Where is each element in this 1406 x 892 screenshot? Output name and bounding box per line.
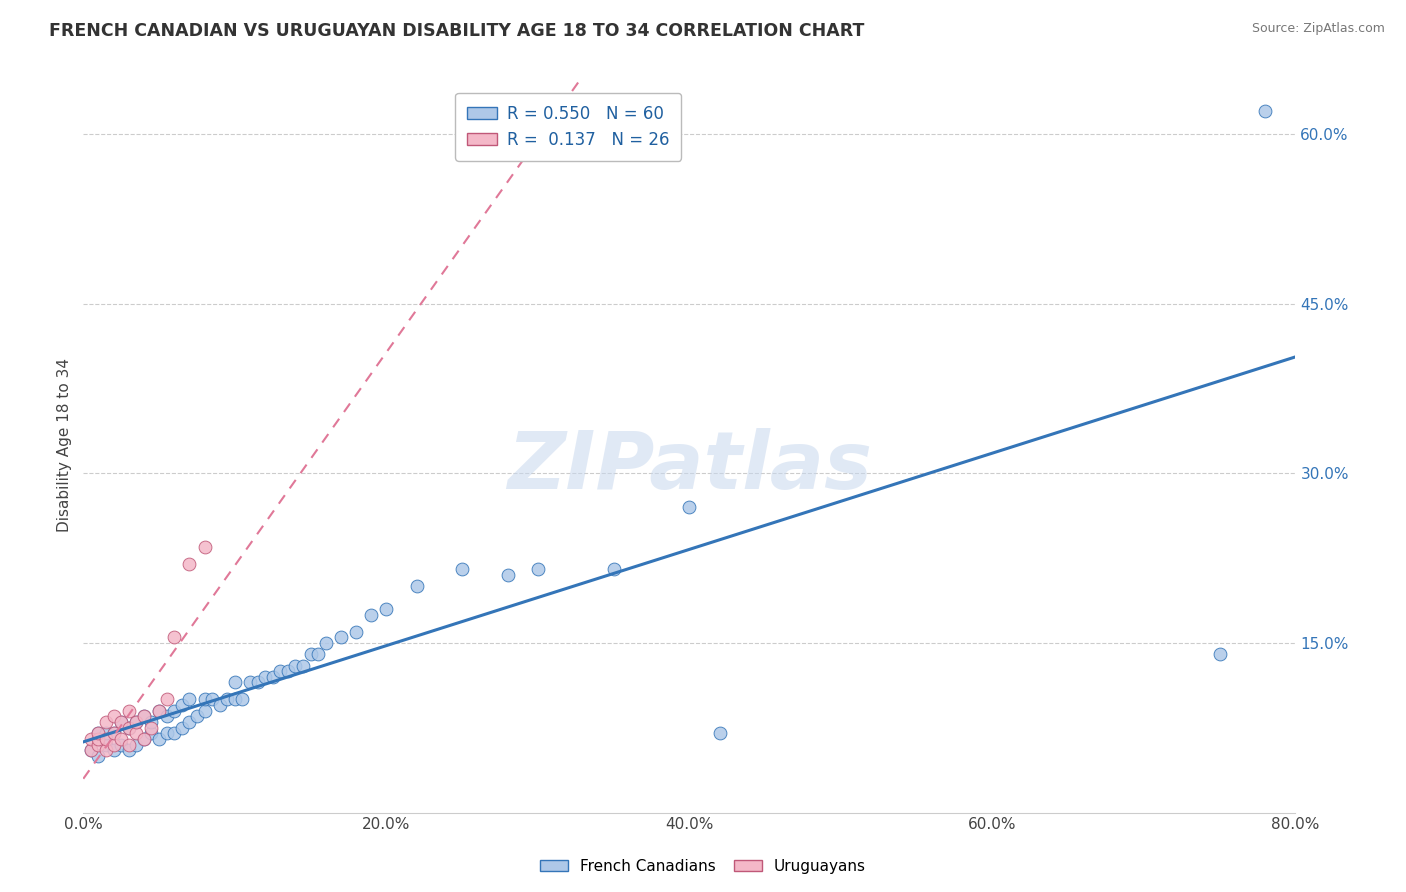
Point <box>94 714 117 729</box>
Point <box>132 709 155 723</box>
Point <box>269 664 291 678</box>
Point <box>163 630 186 644</box>
Y-axis label: Disability Age 18 to 34: Disability Age 18 to 34 <box>58 358 72 532</box>
Point <box>148 704 170 718</box>
Point <box>125 714 148 729</box>
Point <box>94 726 117 740</box>
Point <box>80 732 103 747</box>
Point <box>103 709 125 723</box>
Point <box>103 726 125 740</box>
Point <box>231 692 253 706</box>
Point <box>87 726 110 740</box>
Point <box>156 709 179 723</box>
Point <box>179 557 201 571</box>
Point <box>163 726 186 740</box>
Point <box>709 726 731 740</box>
Point <box>360 607 382 622</box>
Point <box>170 698 193 712</box>
Point <box>217 692 239 706</box>
Point <box>299 647 322 661</box>
Point <box>1254 104 1277 119</box>
Point <box>1208 647 1230 661</box>
Point <box>103 743 125 757</box>
Point <box>87 732 110 747</box>
Point <box>329 630 352 644</box>
Point <box>277 664 299 678</box>
Point <box>405 579 427 593</box>
Point <box>224 692 246 706</box>
Point <box>239 675 262 690</box>
Point <box>141 721 163 735</box>
Point <box>118 704 141 718</box>
Point <box>132 732 155 747</box>
Point <box>246 675 269 690</box>
Point <box>344 624 367 639</box>
Point <box>110 732 132 747</box>
Point <box>186 709 208 723</box>
Point <box>292 658 315 673</box>
Point <box>307 647 329 661</box>
Point <box>125 738 148 752</box>
Point <box>375 602 398 616</box>
Point <box>87 726 110 740</box>
Point <box>602 562 624 576</box>
Point <box>170 721 193 735</box>
Point <box>179 714 201 729</box>
Point <box>148 704 170 718</box>
Point <box>80 743 103 757</box>
Point <box>254 670 277 684</box>
Point <box>163 704 186 718</box>
Point <box>141 726 163 740</box>
Point <box>156 726 179 740</box>
Point <box>496 568 519 582</box>
Text: ZIPatlas: ZIPatlas <box>508 428 872 506</box>
Point <box>148 732 170 747</box>
Point <box>284 658 307 673</box>
Point <box>110 714 132 729</box>
Point <box>224 675 246 690</box>
Point <box>208 698 231 712</box>
Point <box>87 738 110 752</box>
Point <box>262 670 284 684</box>
Point <box>179 692 201 706</box>
Point <box>451 562 474 576</box>
Point <box>201 692 224 706</box>
Point <box>118 743 141 757</box>
Point <box>80 743 103 757</box>
Point <box>315 636 337 650</box>
Point <box>94 732 117 747</box>
Point <box>193 704 215 718</box>
Point <box>94 743 117 757</box>
Point <box>125 726 148 740</box>
Point <box>125 714 148 729</box>
Legend: R = 0.550   N = 60, R =  0.137   N = 26: R = 0.550 N = 60, R = 0.137 N = 26 <box>456 93 681 161</box>
Point <box>118 721 141 735</box>
Point <box>132 709 155 723</box>
Point <box>193 692 215 706</box>
Text: Source: ZipAtlas.com: Source: ZipAtlas.com <box>1251 22 1385 36</box>
Point <box>110 738 132 752</box>
Point <box>87 749 110 764</box>
Point <box>132 732 155 747</box>
Point <box>110 714 132 729</box>
Point <box>103 726 125 740</box>
Point <box>94 738 117 752</box>
Point <box>141 714 163 729</box>
Legend: French Canadians, Uruguayans: French Canadians, Uruguayans <box>534 853 872 880</box>
Point <box>156 692 179 706</box>
Point <box>193 540 215 554</box>
Point <box>118 721 141 735</box>
Point <box>103 738 125 752</box>
Point <box>678 500 700 515</box>
Point <box>118 738 141 752</box>
Point <box>527 562 550 576</box>
Text: FRENCH CANADIAN VS URUGUAYAN DISABILITY AGE 18 TO 34 CORRELATION CHART: FRENCH CANADIAN VS URUGUAYAN DISABILITY … <box>49 22 865 40</box>
